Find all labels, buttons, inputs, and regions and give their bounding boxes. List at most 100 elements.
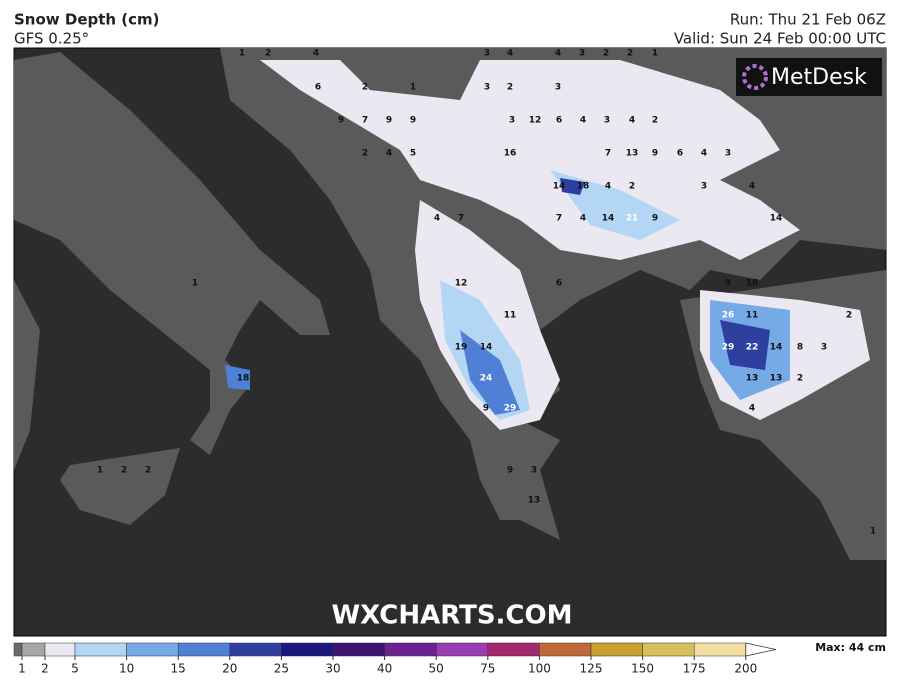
snow-label: 9	[338, 116, 344, 126]
snow-20cm	[225, 365, 250, 390]
snow-label: 9	[725, 279, 731, 289]
snow-label: 2	[362, 149, 368, 159]
colorbar-box	[332, 642, 385, 657]
snow-label: 1	[410, 83, 416, 93]
map	[13, 47, 887, 637]
map-labels: 1 2 4 3 4 4 3 2 2 16 2 1 3 2 39 7 9 9 3 12 6 4 3 4 22 4 5 16 7 13 9 6 4 3…	[97, 49, 876, 537]
colorbar-label: 20	[222, 662, 237, 676]
snow-label: 6	[556, 279, 562, 289]
snow-label: 3	[484, 49, 490, 59]
snow-label: 1	[239, 49, 245, 59]
snow-20cm	[460, 330, 520, 415]
snow-label: 3	[531, 466, 537, 476]
snow-label: 12	[529, 116, 542, 126]
snow-label: 21	[626, 214, 639, 224]
snow-label: 3	[509, 116, 515, 126]
snow-label: 1	[192, 279, 198, 289]
colorbar-label: 5	[71, 662, 79, 676]
snow-label: 3	[555, 83, 561, 93]
colorbar-box	[435, 642, 489, 657]
colorbar-label: 125	[580, 662, 603, 676]
snow-label: 2	[362, 83, 368, 93]
colorbar-label: 150	[631, 662, 654, 676]
colorbar-box	[487, 642, 540, 657]
snow-label: 2	[145, 466, 151, 476]
snow-label: 9	[652, 149, 658, 159]
snow-label: 9	[410, 116, 416, 126]
snow-label: 4	[749, 404, 755, 414]
snow-label: 11	[504, 311, 517, 321]
snow-label: 3	[484, 83, 490, 93]
logo-box	[736, 58, 882, 96]
colorbar-label: 40	[377, 662, 392, 676]
snow-label: 3	[821, 343, 827, 353]
colorbar-label: 50	[429, 662, 444, 676]
colorbar-box	[74, 642, 127, 657]
snow-label: 4	[386, 149, 392, 159]
valid-time: Valid: Sun 24 Feb 00:00 UTC	[674, 30, 886, 48]
colorbar-box	[642, 642, 695, 657]
snow-label: 5	[410, 149, 416, 159]
colorbar-label: 15	[171, 662, 186, 676]
snow-label: 4	[749, 182, 755, 192]
colorbar-box	[126, 642, 179, 657]
colorbar: 1 2 5 10 15 20 25 30 40 50 75 100 125 150 175 200	[13, 642, 776, 676]
colorbar-box	[21, 642, 46, 657]
colorbar-label: 25	[274, 662, 289, 676]
snow-label: 9	[386, 116, 392, 126]
logo-icon	[742, 64, 768, 90]
snow-label: 2	[797, 374, 803, 384]
snow-label: 9	[483, 404, 489, 414]
snow-label: 7	[605, 149, 611, 159]
snow-label: 29	[722, 343, 735, 353]
snow-label: 18	[237, 374, 250, 384]
subtitle: GFS 0.25°	[14, 30, 89, 48]
colorbar-box	[384, 642, 437, 657]
snow-label: 7	[458, 214, 464, 224]
max-label: Max: 44 cm	[815, 641, 886, 654]
colorbar-box	[44, 642, 76, 657]
snow-label: 22	[746, 343, 759, 353]
snow-label: 4	[629, 116, 635, 126]
snow-label: 2	[603, 49, 609, 59]
title: Snow Depth (cm)	[14, 11, 160, 29]
snow-label: 7	[362, 116, 368, 126]
snow-label: 11	[746, 311, 759, 321]
snow-label: 13	[528, 496, 541, 506]
colorbar-box	[539, 642, 592, 657]
snow-25cm	[560, 178, 585, 195]
logo-text: MetDesk	[771, 65, 867, 90]
colorbar-box	[590, 642, 643, 657]
sicily	[60, 448, 180, 525]
snow-label: 2	[652, 116, 658, 126]
colorbar-box	[229, 642, 282, 657]
snow-label: 13	[770, 374, 783, 384]
colorbar-box	[693, 642, 747, 657]
snow-label: 7	[556, 214, 562, 224]
run-time: Run: Thu 21 Feb 06Z	[730, 11, 886, 29]
snow-label: 2	[846, 311, 852, 321]
italy	[14, 52, 330, 455]
snow-label: 4	[313, 49, 319, 59]
snow-label: 16	[504, 149, 517, 159]
snow-label: 14	[553, 182, 566, 192]
snow-label: 4	[434, 214, 440, 224]
snow-label: 3	[604, 116, 610, 126]
snow-label: 2	[627, 49, 633, 59]
snow-25cm	[720, 320, 770, 370]
snow-label: 2	[507, 83, 513, 93]
snow-label: 24	[480, 374, 493, 384]
colorbar-label: 2	[41, 662, 49, 676]
snow-label: 3	[579, 49, 585, 59]
snow-5cm	[260, 60, 800, 260]
snow-label: 26	[722, 311, 735, 321]
snow-label: 3	[725, 149, 731, 159]
snow-label: 6	[556, 116, 562, 126]
snow-label: 4	[507, 49, 513, 59]
snow-label: 1	[97, 466, 103, 476]
snow-label: 2	[629, 182, 635, 192]
logo: MetDesk	[736, 58, 882, 96]
snow-label: 8	[797, 343, 803, 353]
snow-label: 2	[121, 466, 127, 476]
watermark: WXCHARTS.COM	[331, 601, 572, 631]
